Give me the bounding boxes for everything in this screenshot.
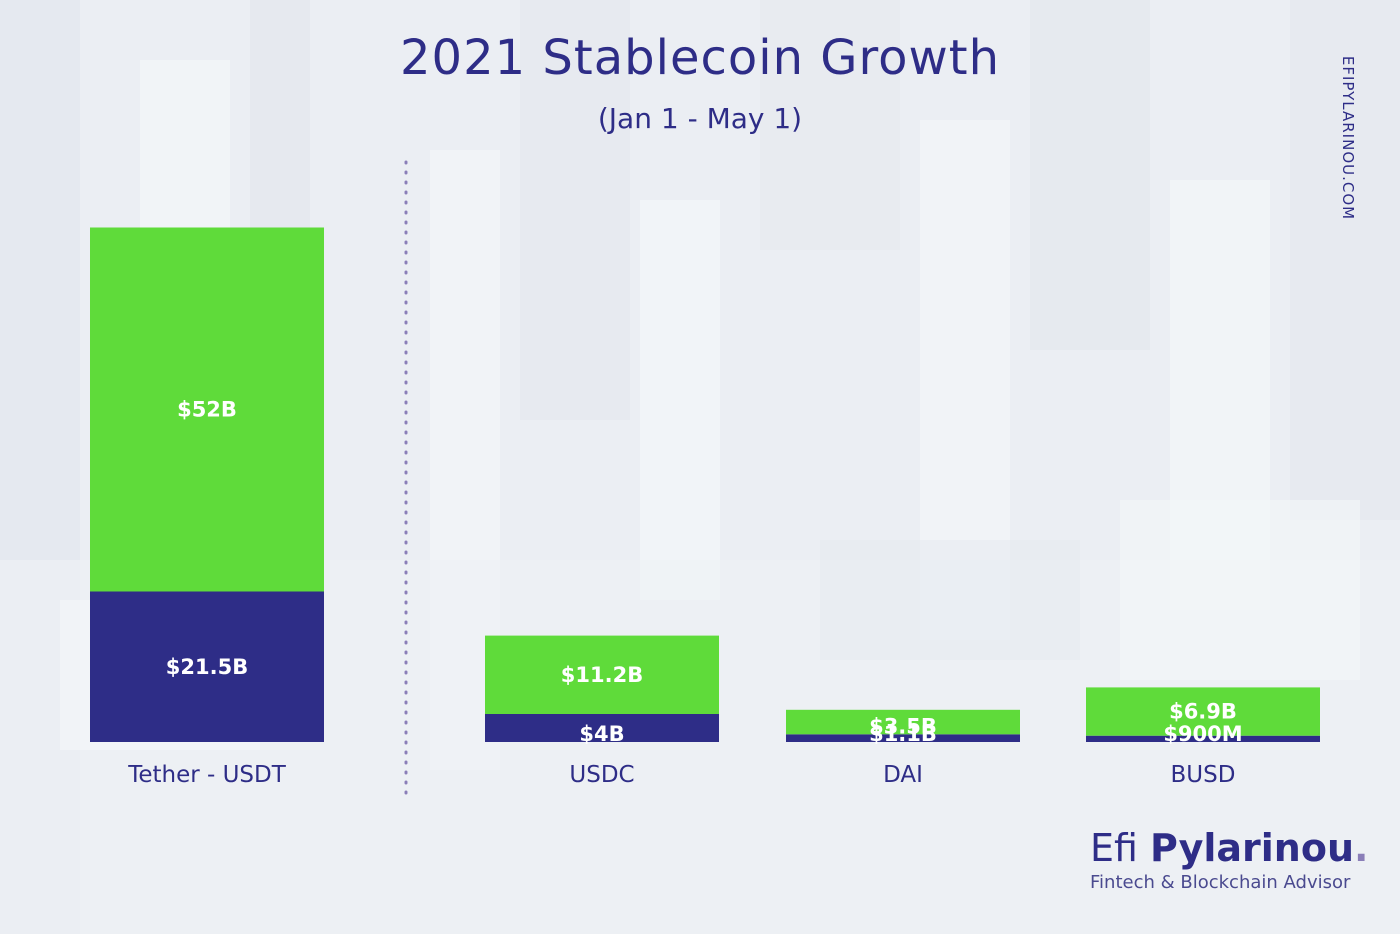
category-label-dai: DAI [883, 762, 923, 788]
category-label-usdc: USDC [569, 762, 634, 788]
bar-tether-usdt-growth-value [90, 227, 324, 592]
data-label-tether-usdt-jan-1-value: $21.5B [166, 655, 248, 679]
bar-usdc-growth-value [485, 635, 719, 714]
bar-busd-jan-1-value [1086, 735, 1320, 742]
page-title: 2021 Stablecoin Growth [400, 30, 1000, 86]
data-label-busd-growth-value: $6.9B [1169, 700, 1237, 724]
data-label-dai-jan-1-value: $1.1B [869, 722, 937, 746]
bar-tether-usdt-jan-1-value [90, 591, 324, 742]
category-label-busd: BUSD [1171, 762, 1236, 788]
category-labels-group: Tether - USDT USDC DAI BUSD [127, 762, 1235, 788]
data-label-tether-usdt-growth-value: $52B [177, 398, 237, 422]
brand-name: Efi Pylarinou. [1090, 826, 1368, 870]
value-labels-group: $21.5B $52B $4B $11.2B $1.1B$3.5B $900M$6.9B [166, 398, 1243, 747]
brand-first-name: Efi [1090, 826, 1138, 870]
brand-tagline: Fintech & Blockchain Advisor [1090, 872, 1351, 893]
brand-last-name: Pylarinou [1150, 826, 1355, 870]
brand-dot: . [1354, 826, 1369, 870]
data-label-usdc-jan-1-value: $4B [579, 722, 624, 746]
bar-busd-growth-value [1086, 687, 1320, 736]
brand-logo: Efi Pylarinou. Fintech & Blockchain Advi… [1090, 826, 1368, 893]
data-label-dai-growth-value: $3.5B [869, 714, 937, 738]
bar-dai-growth-value [786, 709, 1020, 735]
bars-group [90, 227, 1320, 742]
page-subtitle: (Jan 1 - May 1) [597, 102, 803, 135]
bar-usdc-jan-1-value [485, 714, 719, 742]
category-label-tether-usdt: Tether - USDT [127, 762, 287, 788]
data-label-usdc-growth-value: $11.2B [561, 663, 643, 687]
bar-dai-jan-1-value [786, 734, 1020, 742]
data-label-busd-jan-1-value: $900M [1163, 722, 1242, 746]
